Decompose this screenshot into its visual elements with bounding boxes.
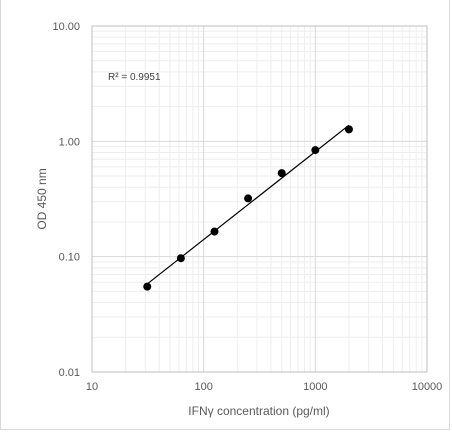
x-tick-label: 1000 bbox=[303, 381, 327, 393]
plot-area-border bbox=[91, 25, 428, 373]
data-point bbox=[143, 282, 152, 291]
minor-grid bbox=[92, 26, 427, 372]
r-squared-annotation: R² = 0.9951 bbox=[108, 72, 161, 83]
data-point bbox=[210, 227, 219, 236]
data-point bbox=[311, 146, 320, 155]
y-tick-label: 0.01 bbox=[59, 367, 80, 379]
data-point bbox=[176, 254, 185, 263]
x-axis-title: IFNγ concentration (pg/ml) bbox=[188, 404, 329, 418]
tick-labels: 10 100 1000 10000 0.01 0.10 1.00 10.00 bbox=[52, 21, 442, 393]
data-point bbox=[244, 194, 253, 203]
y-axis-title: OD 450 nm bbox=[35, 168, 49, 229]
x-tick-label: 10000 bbox=[412, 381, 443, 393]
data-points bbox=[143, 125, 353, 291]
y-tick-label: 10.00 bbox=[52, 21, 80, 33]
data-point bbox=[344, 125, 353, 134]
data-point bbox=[277, 169, 286, 178]
y-tick-label: 0.10 bbox=[59, 252, 80, 264]
x-tick-label: 100 bbox=[194, 381, 212, 393]
x-tick-label: 10 bbox=[86, 381, 98, 393]
y-tick-label: 1.00 bbox=[59, 136, 80, 148]
